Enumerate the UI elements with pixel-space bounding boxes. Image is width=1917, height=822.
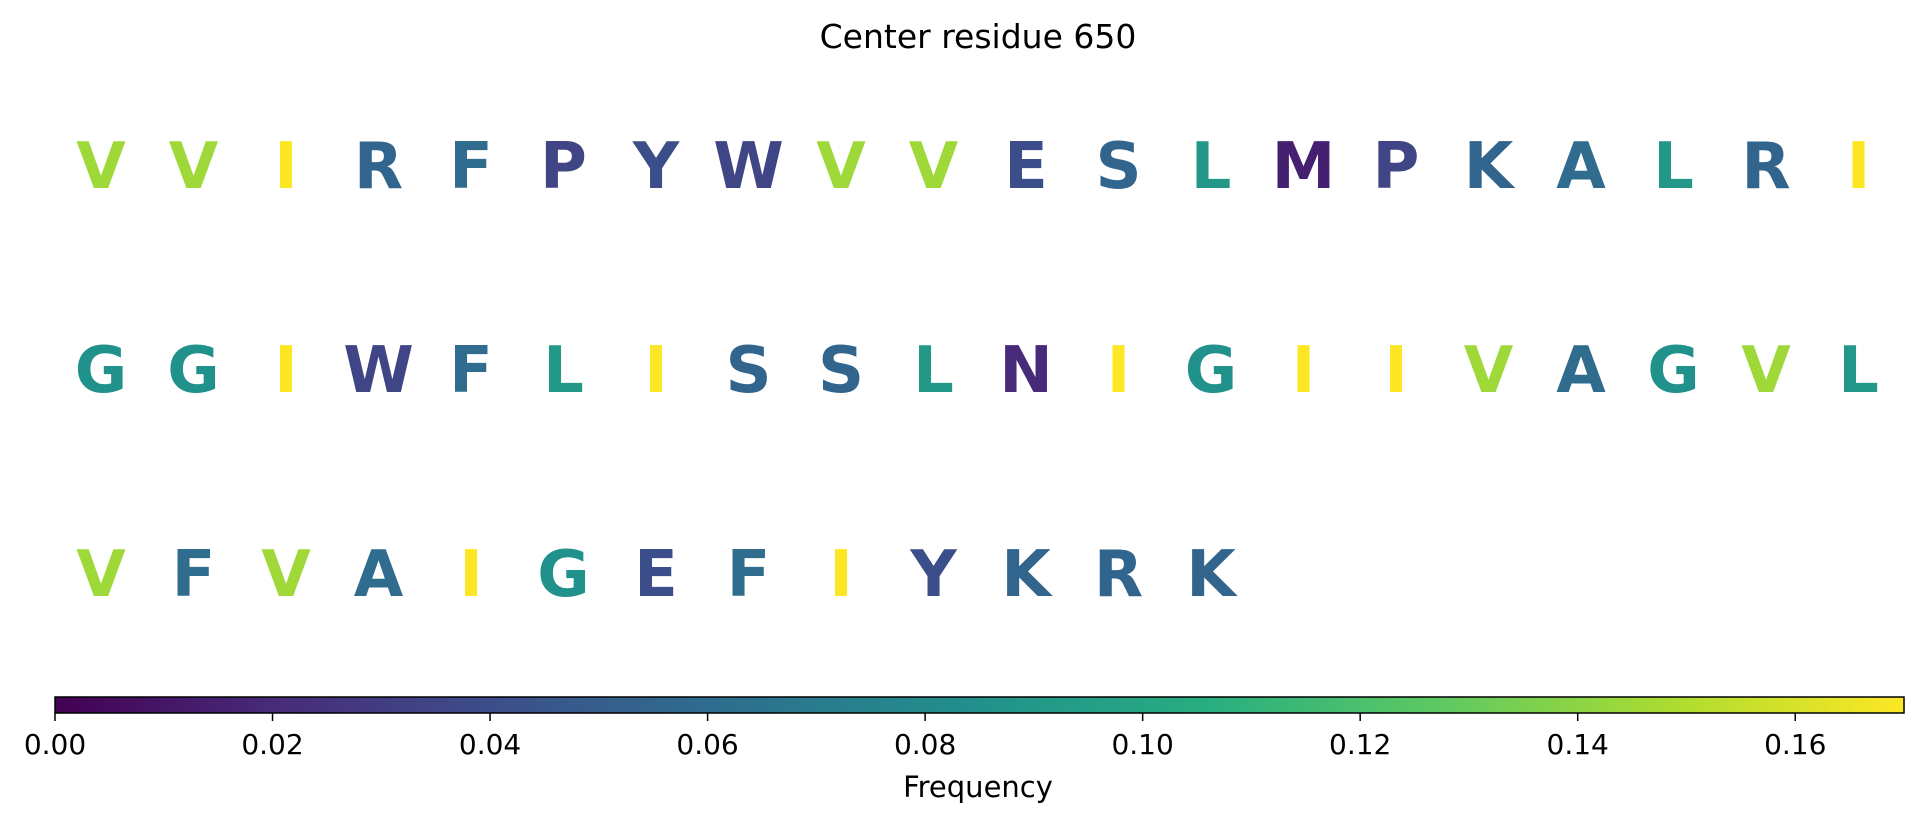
colorbar-label: Frequency xyxy=(903,770,1053,804)
residue-letter: Y xyxy=(909,538,957,612)
residue-letter: F xyxy=(449,334,493,408)
residue-letter: G xyxy=(75,334,128,408)
residue-letter: V xyxy=(76,130,126,204)
chart-title: Center residue 650 xyxy=(820,17,1137,56)
colorbar-tick-label: 0.02 xyxy=(241,728,303,761)
residue-letter: F xyxy=(449,130,493,204)
residue-letter: S xyxy=(1095,130,1141,204)
residue-letter: A xyxy=(1556,130,1606,204)
residue-letter: I xyxy=(459,538,483,612)
residue-letter: V xyxy=(909,130,959,204)
residue-letter: K xyxy=(1001,538,1053,612)
residue-letter: I xyxy=(1107,334,1131,408)
residue-letter: S xyxy=(725,334,771,408)
residue-letter: S xyxy=(818,334,864,408)
residue-letter: I xyxy=(829,538,853,612)
residue-letter: E xyxy=(1004,130,1048,204)
residue-letter: W xyxy=(343,334,414,408)
residue-letter: R xyxy=(1741,130,1790,204)
residue-letter: V xyxy=(76,538,126,612)
residue-letter: P xyxy=(1373,130,1420,204)
residue-grid: V V I R F P Y W V V E S L M P K A L R IG G I W F L I S S L N I G I I V A G V L… xyxy=(75,130,1879,612)
residue-letter: K xyxy=(1186,538,1238,612)
residue-letter: L xyxy=(1838,334,1879,408)
residue-letter: I xyxy=(274,334,298,408)
residue-letter: V xyxy=(816,130,866,204)
residue-letter: A xyxy=(354,538,404,612)
colorbar-tick-label: 0.08 xyxy=(894,728,956,761)
colorbar-gradient xyxy=(54,696,1905,714)
colorbar-tick-label: 0.10 xyxy=(1111,728,1173,761)
residue-letter: R xyxy=(1094,538,1143,612)
residue-letter: L xyxy=(913,334,954,408)
residue-letter: I xyxy=(1292,334,1316,408)
residue-letter: N xyxy=(999,334,1053,408)
residue-letter: V xyxy=(169,130,219,204)
colorbar-tick-label: 0.00 xyxy=(24,728,86,761)
colorbar-tick-label: 0.14 xyxy=(1547,728,1609,761)
colorbar-tick-label: 0.16 xyxy=(1764,728,1826,761)
residue-letter: V xyxy=(1741,334,1791,408)
residue-letter: I xyxy=(644,334,668,408)
residue-letter: R xyxy=(354,130,403,204)
residue-letter: A xyxy=(1556,334,1606,408)
colorbar-tick-label: 0.06 xyxy=(676,728,738,761)
residue-letter: V xyxy=(261,538,311,612)
colorbar-ticks: 0.00 0.02 0.04 0.06 0.08 0.10 0.12 0.14 0.16 xyxy=(24,713,1826,761)
residue-letter: I xyxy=(1847,130,1871,204)
residue-letter: G xyxy=(1647,334,1700,408)
residue-letter: G xyxy=(1185,334,1238,408)
residue-letter: L xyxy=(1191,130,1232,204)
residue-letter: G xyxy=(167,334,220,408)
colorbar-tick-label: 0.12 xyxy=(1329,728,1391,761)
colorbar: 0.00 0.02 0.04 0.06 0.08 0.10 0.12 0.14 0.16 xyxy=(24,696,1905,761)
colorbar-tick-label: 0.04 xyxy=(459,728,521,761)
residue-letter: K xyxy=(1464,130,1516,204)
residue-letter: L xyxy=(1653,130,1694,204)
residue-letter: P xyxy=(540,130,587,204)
residue-letter: I xyxy=(1384,334,1408,408)
residue-letter: F xyxy=(727,538,771,612)
residue-letter: F xyxy=(172,538,216,612)
residue-letter: I xyxy=(274,130,298,204)
residue-letter: W xyxy=(713,130,784,204)
residue-letter: E xyxy=(634,538,678,612)
residue-letter: G xyxy=(537,538,590,612)
residue-letter: L xyxy=(543,334,584,408)
residue-letter: V xyxy=(1464,334,1514,408)
residue-letter: M xyxy=(1272,130,1336,204)
residue-letter: Y xyxy=(632,130,680,204)
